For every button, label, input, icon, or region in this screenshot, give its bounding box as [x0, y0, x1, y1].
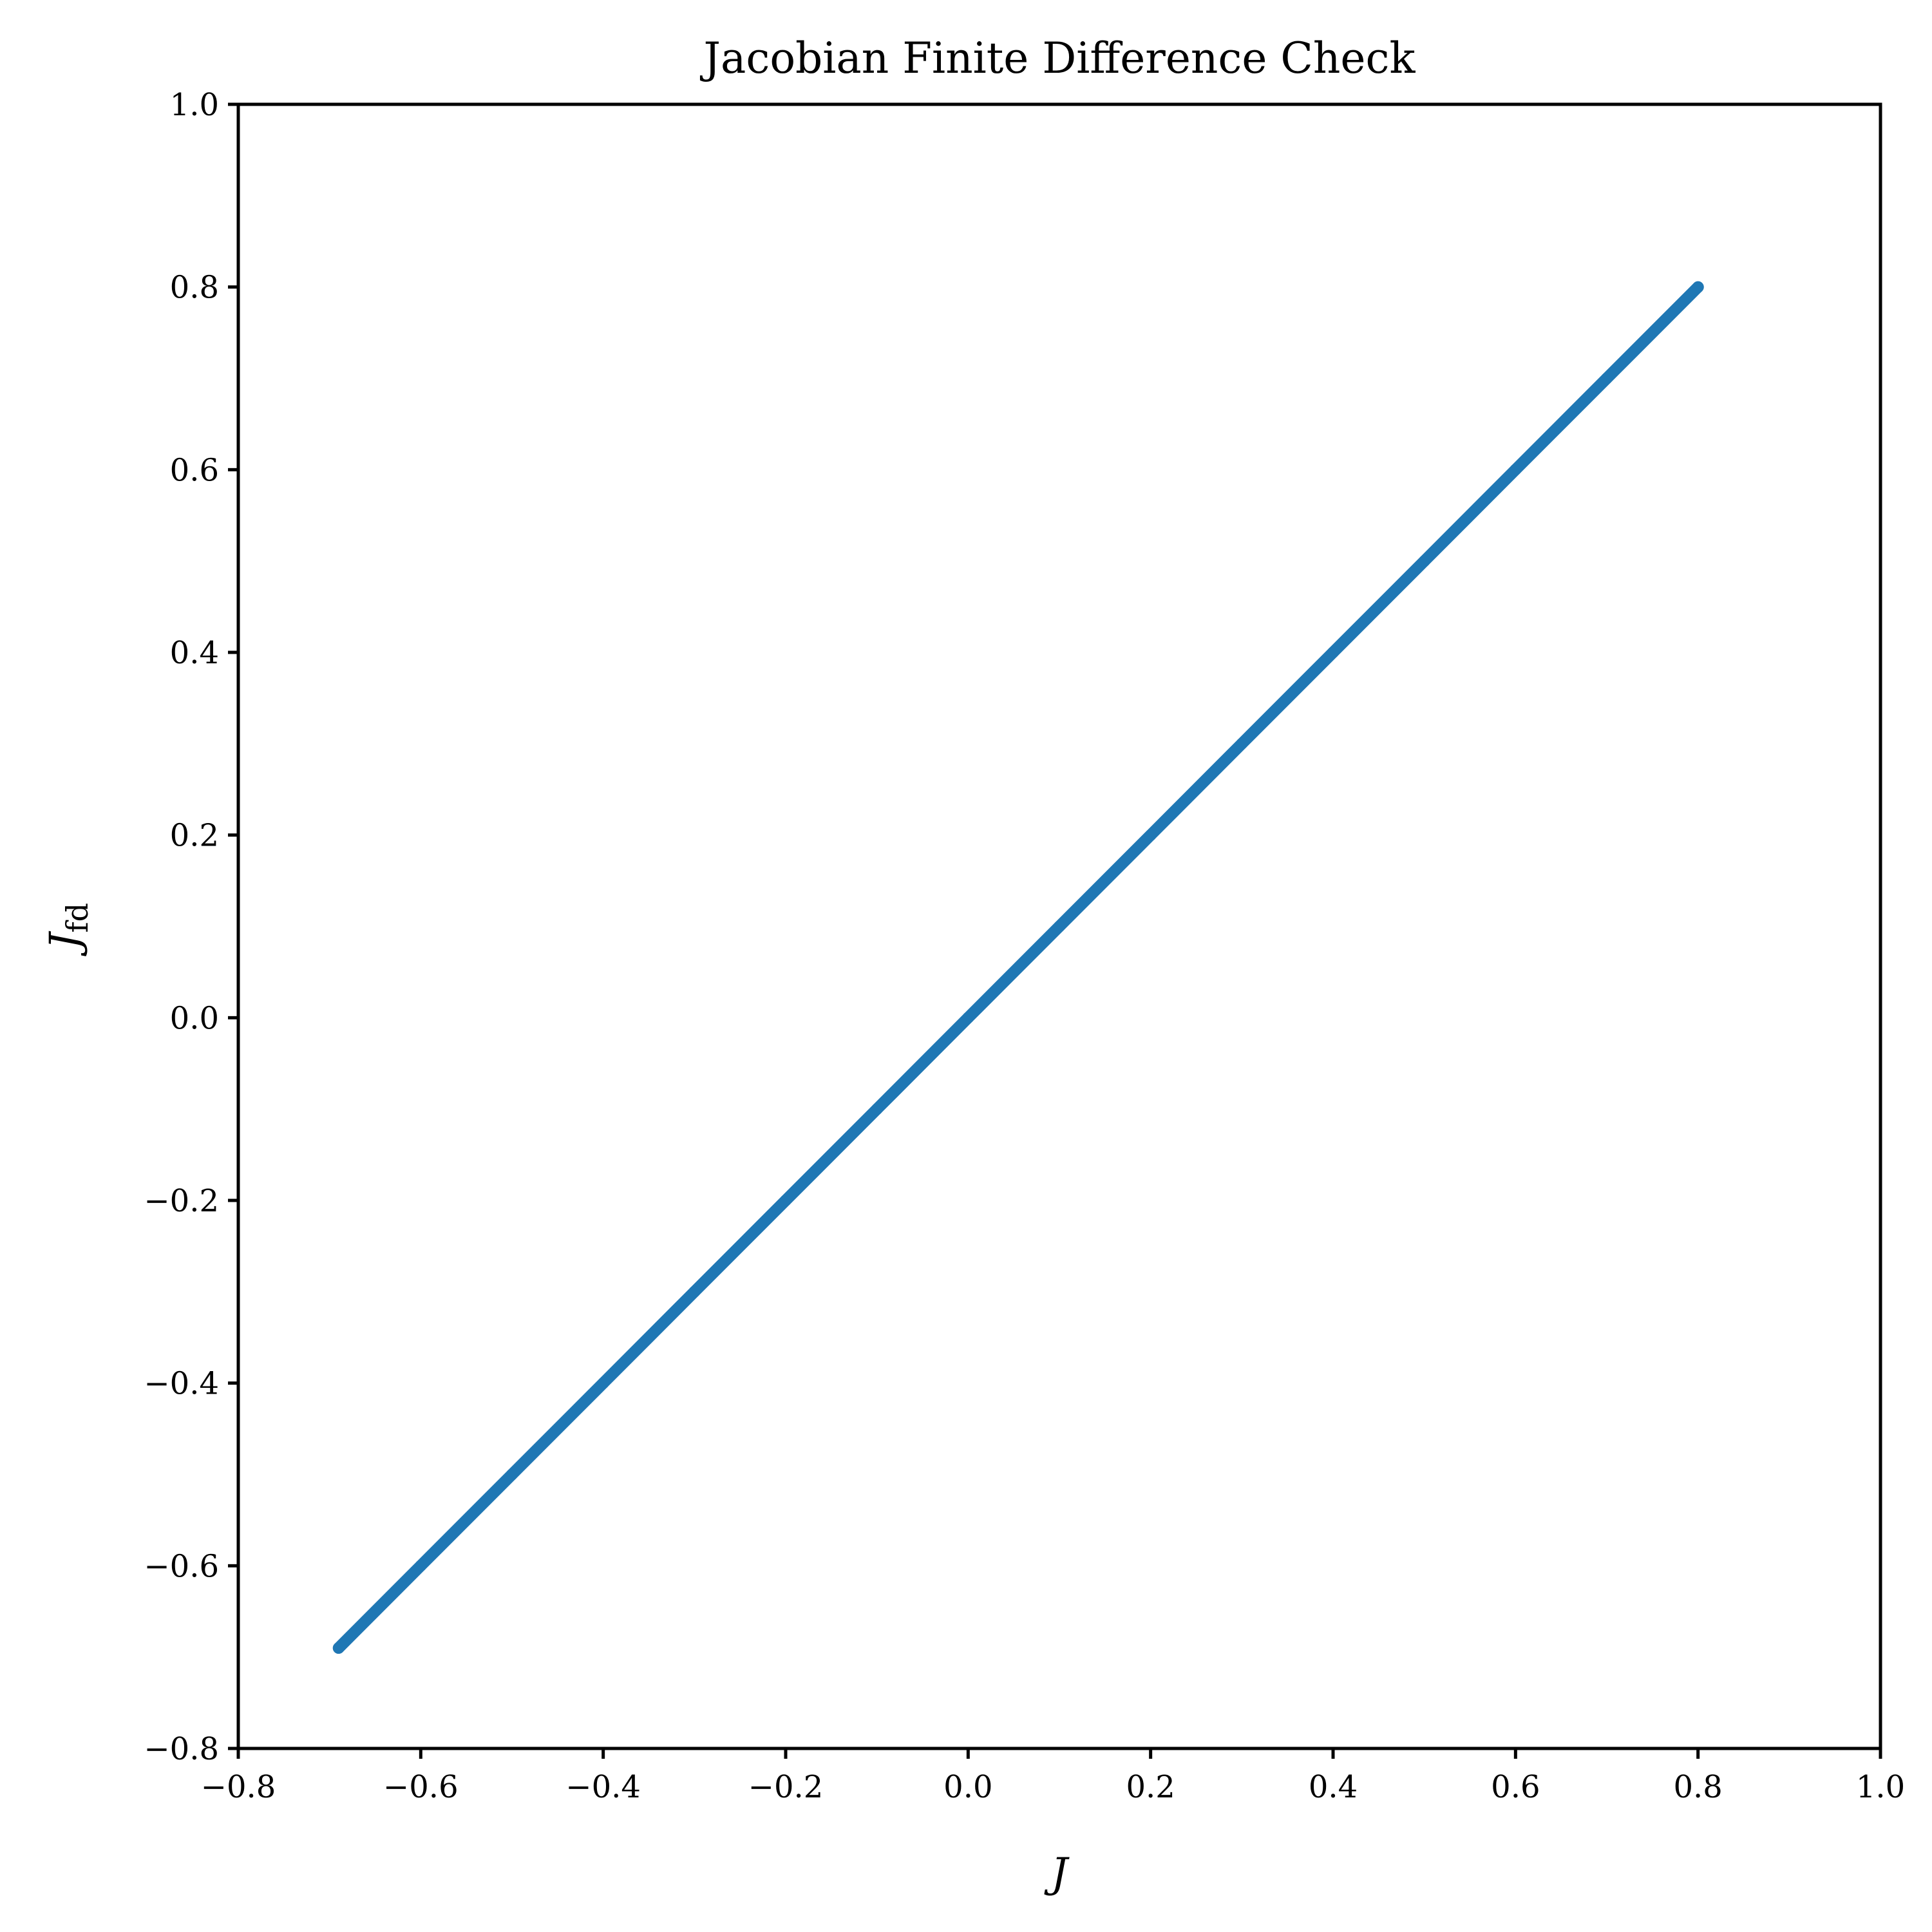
axes-frame [236, 102, 1882, 1750]
x-tick-label: −0.4 [565, 1769, 641, 1805]
plot-area [332, 281, 1704, 1654]
data-point [1236, 737, 1248, 750]
chart-title: Jacobian Finite Difference Check [700, 33, 1416, 83]
y-tick-label: 0.8 [170, 270, 219, 306]
data-point [1144, 829, 1157, 841]
x-tick-label: 0.0 [943, 1769, 992, 1805]
x-tick-label: −0.8 [201, 1769, 276, 1805]
data-point [780, 1195, 791, 1206]
y-tick-label: −0.2 [144, 1183, 219, 1219]
x-tick-label: 0.8 [1673, 1769, 1722, 1805]
data-point [597, 1377, 609, 1389]
series-line-0 [332, 281, 1704, 1654]
data-point [1692, 281, 1704, 293]
x-tick-label: 0.6 [1491, 1769, 1540, 1805]
x-tick-label: 1.0 [1856, 1769, 1905, 1805]
data-point [332, 1642, 345, 1654]
y-tick-label: 0.6 [170, 452, 219, 488]
data-point [1510, 464, 1522, 476]
data-point [506, 1468, 518, 1481]
y-tick-label: 0.0 [170, 1000, 219, 1036]
data-point [415, 1560, 427, 1572]
data-point [1054, 920, 1065, 933]
y-tick-label: −0.6 [144, 1548, 219, 1584]
y-tick-label: 0.4 [170, 635, 219, 671]
data-point [1601, 372, 1613, 384]
data-point [962, 1012, 974, 1024]
y-axis-label-subscript: fd [60, 903, 95, 933]
x-tick-label: −0.2 [748, 1769, 824, 1805]
data-point [688, 1285, 701, 1298]
y-tick-label: 1.0 [170, 87, 219, 123]
data-point [1327, 647, 1339, 658]
x-tick-label: −0.6 [383, 1769, 459, 1805]
data-point [1418, 555, 1430, 567]
data-point [871, 1103, 883, 1115]
x-tick-label: 0.2 [1126, 1769, 1175, 1805]
y-tick-label: −0.4 [144, 1366, 219, 1402]
axis-ticks: −0.8 −0.6 −0.4 −0.2 0.0 0.2 0.4 0.6 0.8 1.0 −0.8 −0… [144, 87, 1905, 1805]
y-tick-label: 0.2 [170, 818, 219, 854]
y-tick-label: −0.8 [144, 1731, 219, 1767]
x-tick-label: 0.4 [1309, 1769, 1358, 1805]
